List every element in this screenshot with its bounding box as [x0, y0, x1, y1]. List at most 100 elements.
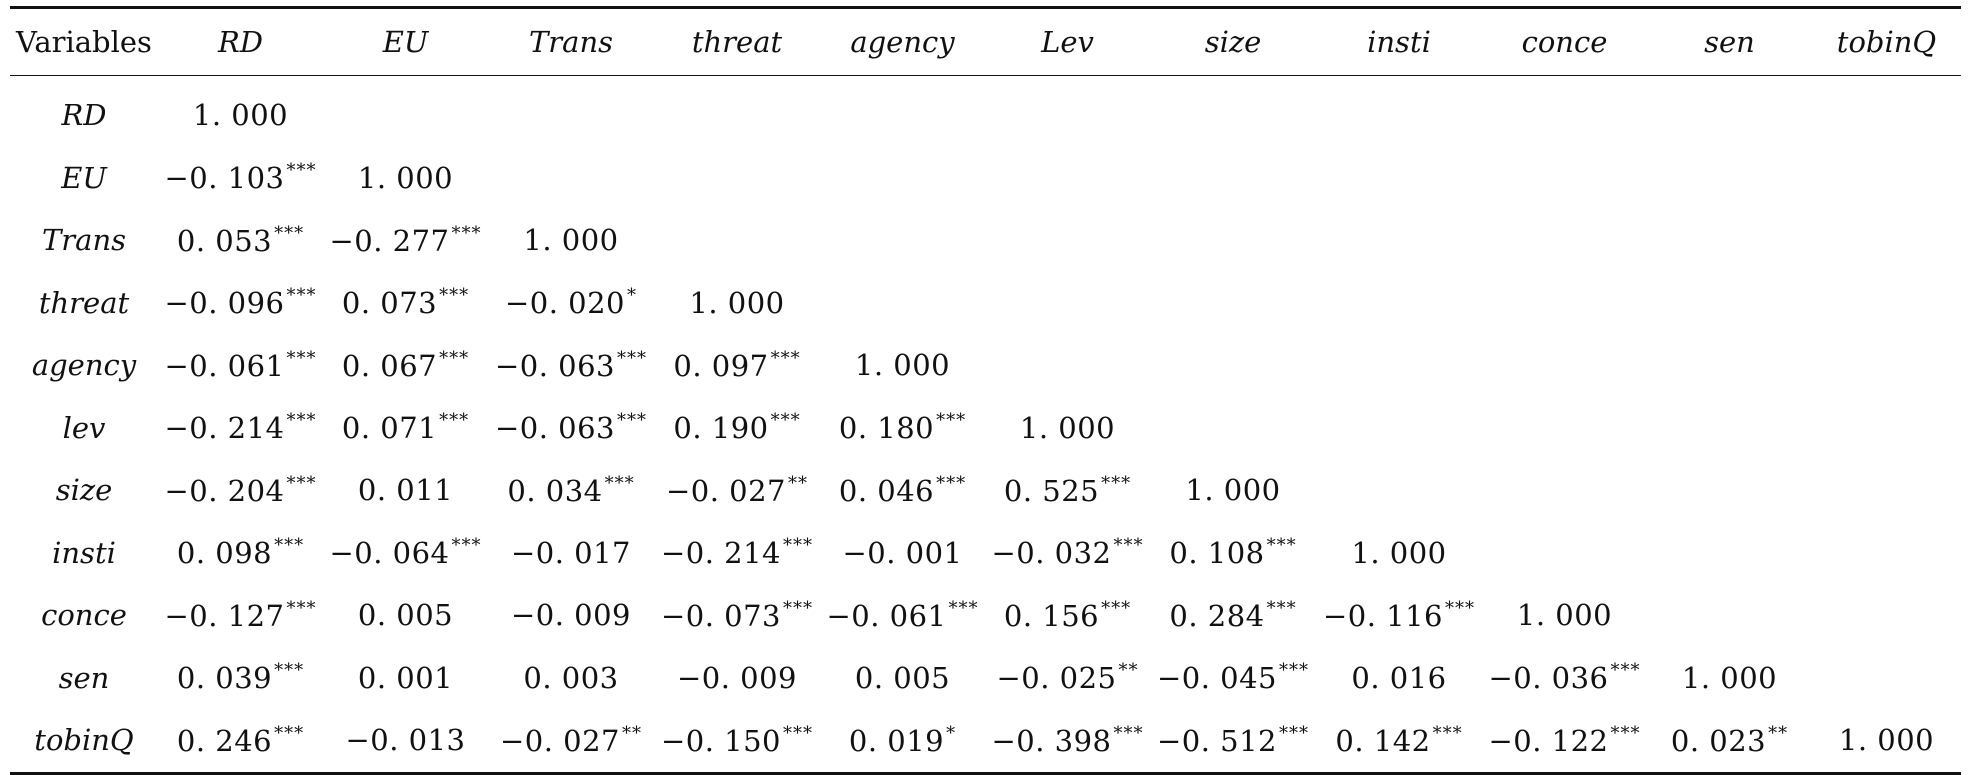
table-cell: −0. 013: [323, 709, 488, 773]
correlation-value: 0. 190: [673, 411, 769, 446]
correlation-value: 1. 000: [357, 160, 454, 195]
significance-stars: ***: [617, 347, 648, 369]
table-cell: −0. 063 ***: [488, 334, 654, 397]
significance-stars: ***: [274, 722, 305, 744]
correlation-value: 0. 005: [854, 660, 951, 695]
table-cell: [1482, 209, 1647, 272]
correlation-value: 0. 053: [176, 223, 273, 258]
table-cell: −0. 009: [488, 584, 654, 647]
table-cell: 0. 098 ***: [158, 522, 323, 585]
table-cell: 1. 000: [1150, 459, 1316, 522]
correlation-value: 0. 071: [341, 411, 438, 446]
correlation-value: 0. 180: [838, 411, 935, 446]
table-cell: 0. 046 ***: [820, 459, 985, 522]
header-variables: Variables: [16, 25, 152, 59]
table-cell: [820, 209, 985, 272]
table-cell: [1647, 272, 1812, 335]
correlation-value: 0. 016: [1351, 660, 1447, 695]
table-cell: −0. 025 **: [985, 647, 1150, 710]
row-label: tobinQ: [34, 723, 134, 758]
table-cell: [1482, 147, 1647, 210]
correlation-value: −0. 512: [1156, 723, 1278, 758]
table-row: threat −0. 096 *** 0. 073 *** −0. 020 * 1. 000: [10, 272, 1961, 335]
significance-stars: ***: [770, 347, 801, 369]
row-label: threat: [38, 285, 130, 320]
significance-stars: ***: [604, 472, 635, 494]
table-cell: −0. 017: [488, 522, 654, 585]
table-cell: −0. 009: [654, 647, 820, 710]
table-cell: 0. 034 ***: [488, 459, 654, 522]
table-cell: [1482, 76, 1647, 147]
table-cell: 1. 000: [1812, 709, 1961, 773]
correlation-value: 0. 073: [341, 286, 438, 321]
column-header: RD: [217, 25, 264, 59]
correlation-value: 0. 005: [357, 598, 454, 633]
table-cell: [1812, 397, 1961, 460]
table-header: Variables RD EU Trans threat agency Lev …: [10, 7, 1961, 76]
table-cell: −0. 204 ***: [158, 459, 323, 522]
table-cell: [1316, 397, 1482, 460]
significance-stars: ***: [286, 160, 317, 182]
correlation-value: 0. 156: [1003, 598, 1100, 633]
column-header: sen: [1704, 25, 1755, 59]
significance-stars: ***: [286, 285, 317, 307]
correlation-table-container: Variables RD EU Trans threat agency Lev …: [10, 6, 1961, 775]
table-cell: 0. 284 ***: [1150, 584, 1316, 647]
significance-stars: ***: [439, 410, 470, 432]
table-cell: [654, 209, 820, 272]
table-cell: [1316, 272, 1482, 335]
table-cell: [985, 334, 1150, 397]
correlation-value: 0. 284: [1169, 598, 1265, 633]
table-cell: [1150, 147, 1316, 210]
correlation-value: 0. 108: [1169, 536, 1265, 571]
table-cell: [1316, 334, 1482, 397]
table-cell: 0. 525 ***: [985, 459, 1150, 522]
table-row: lev −0. 214 *** 0. 071 *** −0. 063 *** 0. 190 **…: [10, 397, 1961, 460]
table-cell: [1316, 76, 1482, 147]
significance-stars: ***: [1113, 722, 1144, 744]
row-label: lev: [62, 410, 106, 445]
correlation-value: −0. 398: [991, 723, 1112, 758]
table-cell: [1647, 147, 1812, 210]
table-cell: [820, 272, 985, 335]
table-row: tobinQ 0. 246 *** −0. 013 −0. 027 ** −0. 150 **…: [10, 709, 1961, 773]
significance-stars: ***: [274, 222, 305, 244]
correlation-value: 1. 000: [854, 348, 951, 383]
table-cell: 1. 000: [1482, 584, 1647, 647]
significance-stars: ***: [286, 597, 317, 619]
table-cell: −0. 127 ***: [158, 584, 323, 647]
correlation-value: −0. 277: [329, 223, 450, 258]
significance-stars: ***: [286, 410, 317, 432]
significance-stars: ***: [439, 347, 470, 369]
table-cell: [1812, 522, 1961, 585]
table-cell: 0. 156 ***: [985, 584, 1150, 647]
correlation-value: 0. 098: [176, 536, 273, 571]
correlation-value: −0. 096: [164, 286, 285, 321]
correlation-value: 1. 000: [1681, 660, 1778, 695]
table-row: insti 0. 098 *** −0. 064 *** −0. 017 −0. 214 **…: [10, 522, 1961, 585]
correlation-value: 0. 011: [357, 473, 454, 508]
correlation-value: 0. 039: [176, 661, 273, 696]
correlation-value: −0. 009: [510, 598, 632, 633]
table-cell: [985, 147, 1150, 210]
table-cell: [985, 272, 1150, 335]
table-cell: 0. 005: [820, 647, 985, 710]
significance-stars: ***: [770, 410, 801, 432]
column-header: agency: [850, 25, 955, 59]
significance-stars: ***: [617, 410, 648, 432]
correlation-value: 0. 097: [673, 348, 769, 383]
table-cell: 1. 000: [158, 76, 323, 147]
table-cell: [985, 76, 1150, 147]
significance-stars: ***: [1279, 722, 1310, 744]
correlation-value: 1. 000: [192, 98, 289, 133]
correlation-value: 0. 142: [1335, 723, 1431, 758]
table-cell: [1647, 334, 1812, 397]
table-cell: [488, 147, 654, 210]
correlation-value: −0. 027: [665, 473, 787, 508]
row-label: Trans: [41, 223, 127, 258]
correlation-value: −0. 150: [660, 723, 782, 758]
significance-stars: ***: [451, 535, 482, 557]
correlation-value: −0. 009: [676, 660, 798, 695]
row-label: sen: [58, 660, 110, 695]
table-cell: −0. 512 ***: [1150, 709, 1316, 773]
